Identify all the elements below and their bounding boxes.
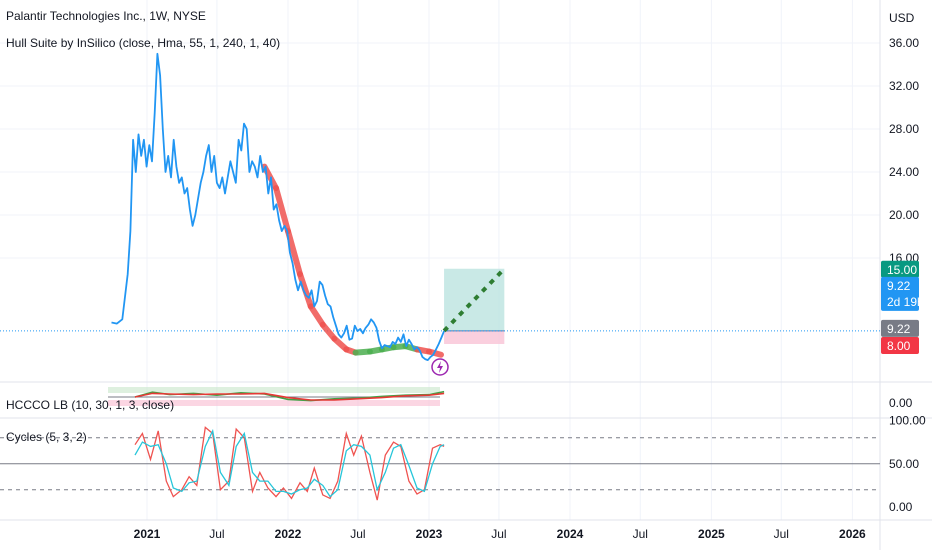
cycles-legend[interactable]: Cycles (5, 3, 2) [6,430,87,444]
flash-icon [431,358,449,376]
cycles-tick-label: 50.00 [889,457,919,471]
price-tags: 15.00 9.22 2d 19h 9.22 8.00 [881,260,924,354]
currency-label[interactable]: USD [889,11,915,25]
cycles-d-line [134,428,445,498]
projection-line [442,267,506,333]
last-price-tag-text: 9.22 [887,279,911,293]
cycles-tick-label: 0.00 [889,500,913,514]
x-tick-label: 2021 [134,527,161,541]
indicator-legend[interactable]: Hull Suite by InSilico (close, Hma, 55, … [6,36,281,50]
price-line [111,52,445,362]
projection-segment [442,267,506,333]
cycles-panel [0,426,880,501]
hull-segment [319,321,338,342]
x-tick-label: Jul [209,527,224,541]
target-tag: 15.00 [881,260,919,278]
last-price-tag: 9.22 2d 19h [881,276,924,311]
hull-segment [307,303,326,328]
target-tag-text: 15.00 [887,263,917,277]
x-tick-label: Jul [350,527,365,541]
time-axis: 2021 Jul 2022 Jul 2023 Jul 2024 Jul 2025 Jul 2026 [134,527,866,541]
symbol-title[interactable]: Palantir Technologies Inc., 1W, NYSE [6,9,206,23]
stop-tag-text: 8.00 [887,339,911,353]
x-tick-label: 2023 [416,527,443,541]
target-tag-bg [881,260,919,278]
hull-segment [296,271,314,310]
y-tick-label: 20.00 [889,208,919,222]
y-tick-label: 32.00 [889,79,919,93]
y-tick-label: 28.00 [889,122,919,136]
x-tick-label: Jul [491,527,506,541]
current-tag-text: 9.22 [887,322,911,336]
hccco-band-lower [108,400,440,406]
y-tick-label: 24.00 [889,165,919,179]
cycles-k-line [134,426,445,501]
price-series [111,52,445,362]
price-axis: 36.0032.0028.0024.0020.0016.000.00100.00… [889,36,926,514]
x-tick-label: 2022 [275,527,302,541]
cycles-tick-label: 100.00 [889,414,926,428]
x-tick-label: 2026 [839,527,866,541]
hull-segment [285,228,303,278]
stop-zone [444,330,505,344]
flash-icon-bolt [437,361,443,373]
last-price-tag-bg [881,276,919,311]
hccco-tick-label: 0.00 [889,396,913,410]
hccco-legend[interactable]: HCCCO LB (10, 30, 1, 3, close) [6,398,175,412]
x-tick-label: 2024 [557,527,584,541]
hccco-slow-line [134,392,445,401]
last-price-tag-countdown: 2d 19h [887,295,924,309]
x-tick-label: Jul [633,527,648,541]
hccco-band-upper [108,387,440,393]
hccco-panel [108,387,445,406]
current-tag: 9.22 [881,319,919,337]
stop-tag-bg [881,337,919,354]
current-tag-bg [881,319,919,337]
stop-tag: 8.00 [881,337,919,354]
x-tick-label: 2025 [698,527,725,541]
x-tick-label: Jul [774,527,789,541]
hull-segment [273,185,291,235]
y-tick-label: 36.00 [889,36,919,50]
